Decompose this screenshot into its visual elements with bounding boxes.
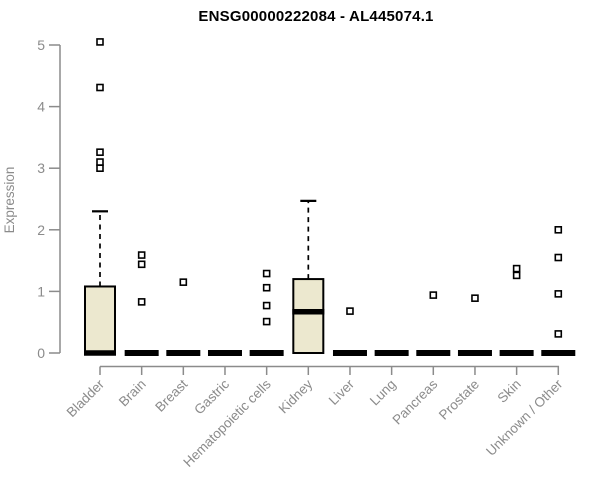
x-tick-label-brain: Brain — [116, 377, 149, 410]
outlier-hematopoietic-cells-2 — [262, 283, 271, 292]
x-tick-label-kidney: Kidney — [276, 376, 316, 416]
outlier-bladder-1 — [96, 158, 104, 166]
x-tick-label-prostate: Prostate — [436, 377, 482, 423]
box-kidney — [292, 278, 325, 354]
y-tick-label: 3 — [37, 160, 45, 176]
outlier-breast-0 — [179, 278, 188, 286]
y-tick-label: 1 — [37, 283, 45, 299]
outlier-hematopoietic-cells-3 — [262, 269, 271, 278]
x-tick-label-unknown-other: Unknown / Other — [483, 376, 566, 459]
chart-title: ENSG00000222084 - AL445074.1 — [198, 8, 434, 25]
x-tick-label-liver: Liver — [326, 376, 358, 408]
outlier-unknown-other-0 — [554, 330, 563, 338]
x-tick-label-breast: Breast — [152, 376, 190, 414]
x-tick-label-bladder: Bladder — [64, 376, 108, 420]
y-tick-label: 0 — [37, 345, 45, 361]
outlier-unknown-other-1 — [554, 290, 563, 298]
y-tick-label: 4 — [37, 99, 45, 115]
outlier-unknown-other-3 — [554, 226, 563, 234]
x-tick-label-pancreas: Pancreas — [389, 376, 440, 427]
outlier-bladder-2 — [96, 148, 104, 156]
outlier-skin-1 — [512, 264, 521, 273]
x-tick-label-lung: Lung — [367, 377, 399, 409]
outlier-hematopoietic-cells-0 — [262, 317, 271, 326]
x-tick-label-skin: Skin — [495, 377, 524, 406]
y-tick-label: 2 — [37, 222, 45, 238]
box-bladder — [84, 285, 116, 354]
outlier-hematopoietic-cells-1 — [262, 301, 271, 310]
outlier-brain-1 — [137, 260, 146, 269]
outlier-skin-0 — [512, 271, 521, 280]
outlier-bladder-3 — [96, 83, 104, 92]
outlier-prostate-0 — [471, 294, 479, 302]
outlier-liver-0 — [346, 307, 354, 315]
y-tick-label: 5 — [37, 37, 45, 53]
x-tick-label-gastric: Gastric — [191, 376, 232, 417]
y-axis-label: Expression — [2, 166, 17, 234]
outlier-bladder-4 — [96, 38, 104, 46]
outlier-unknown-other-2 — [554, 253, 563, 262]
outlier-brain-0 — [137, 298, 146, 306]
outlier-brain-2 — [137, 251, 146, 259]
outlier-pancreas-0 — [429, 291, 438, 299]
outlier-bladder-0 — [96, 164, 104, 172]
